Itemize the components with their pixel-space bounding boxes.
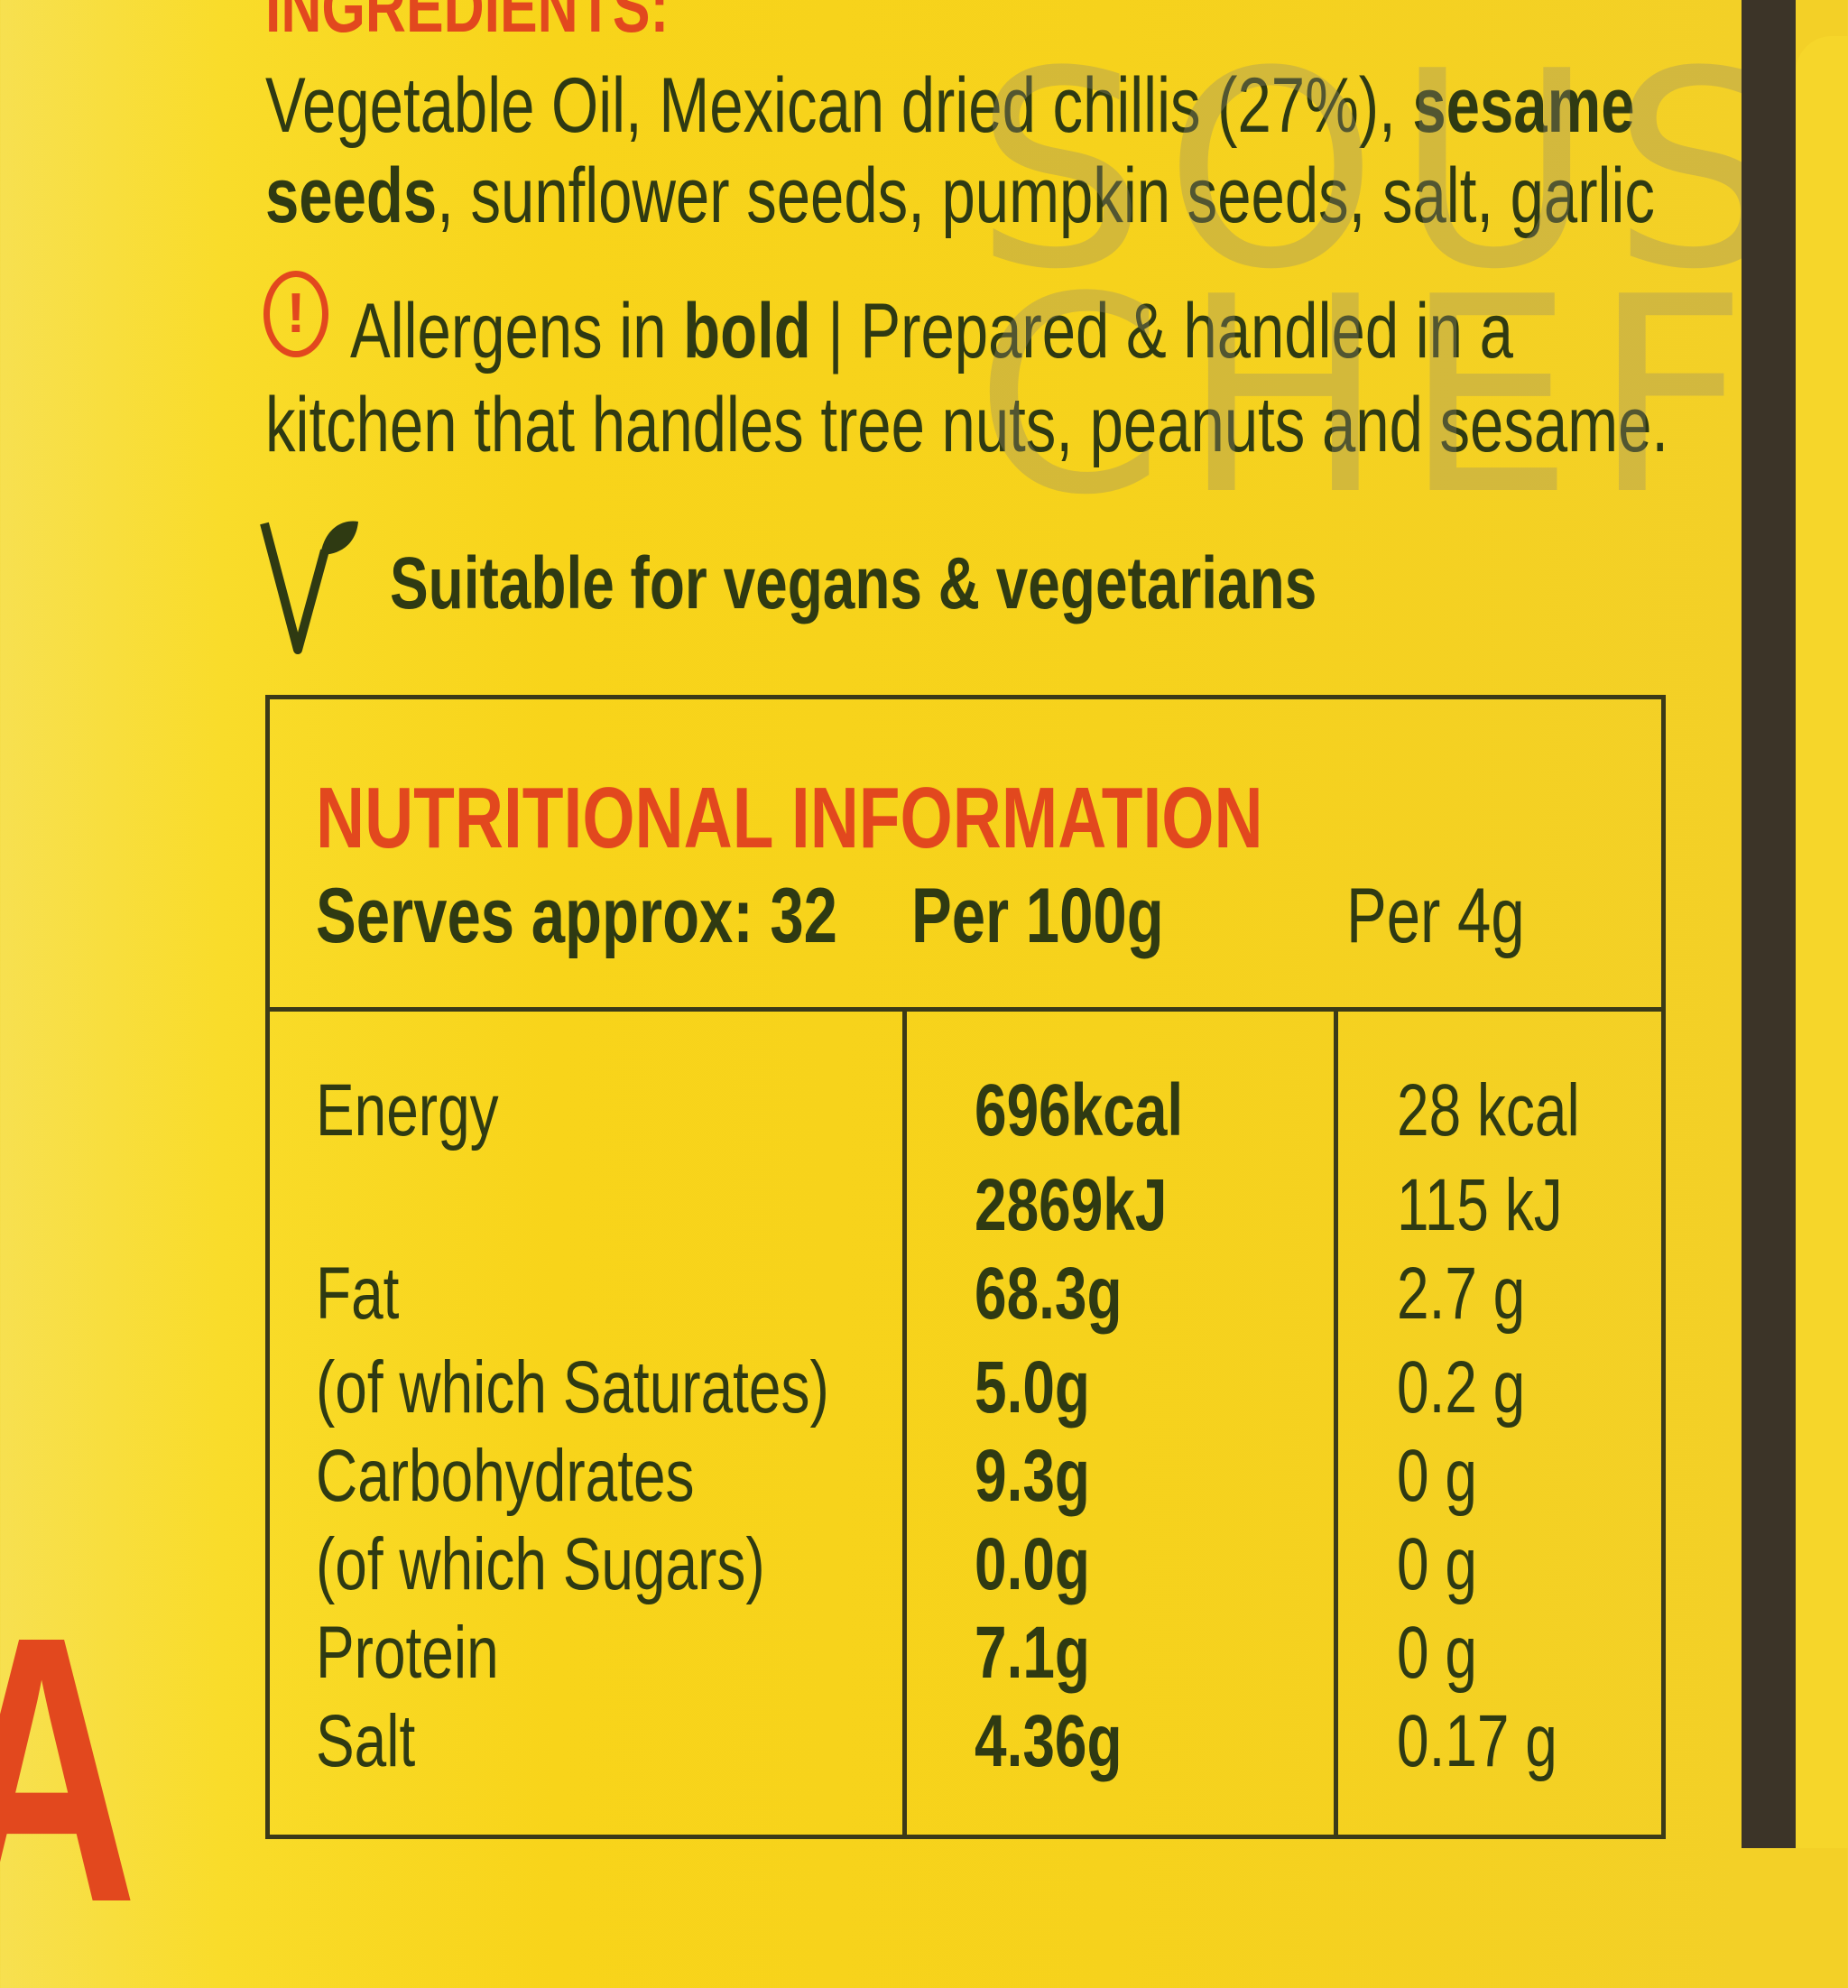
exclamation-circle-icon: ! — [263, 271, 328, 357]
nutrient-label: Fat — [316, 1253, 400, 1335]
per100g-value: 2869kJ — [975, 1164, 1168, 1246]
column-header-per4g: Per 4g — [1346, 873, 1525, 959]
column-divider-1 — [902, 1011, 907, 1839]
allergens-line-2: kitchen that handles tree nuts, peanuts … — [265, 382, 1669, 468]
per4g-value: 115 kJ — [1397, 1164, 1563, 1246]
ingredients-line-2: seeds, sunflower seeds, pumpkin seeds, s… — [265, 152, 1655, 241]
allergens-line-1: Allergens in bold | Prepared & handled i… — [350, 287, 1513, 376]
allergens-bold: bold — [683, 288, 811, 374]
nutrient-label: Carbohydrates — [316, 1435, 695, 1517]
per100g-value: 696kcal — [975, 1069, 1184, 1151]
nutrient-label: Salt — [316, 1700, 416, 1782]
header-divider — [265, 1007, 1666, 1012]
per4g-value: 0 g — [1397, 1612, 1477, 1694]
nutrition-title: NUTRITIONAL INFORMATION — [316, 770, 1263, 866]
ingredients-text: Vegetable Oil, Mexican dried chillis (27… — [265, 62, 1413, 149]
per4g-value: 2.7 g — [1397, 1253, 1526, 1335]
ingredients-heading: INGREDIENTS: — [265, 0, 670, 47]
nutrient-label: (of which Sugars) — [316, 1523, 765, 1605]
per100g-value: 7.1g — [975, 1612, 1090, 1694]
adjacent-label-panel — [1796, 36, 1848, 1848]
per100g-value: 9.3g — [975, 1435, 1090, 1517]
vegan-leaf-icon — [260, 521, 358, 654]
nutrient-label: Protein — [316, 1612, 499, 1694]
per4g-value: 0 g — [1397, 1523, 1477, 1605]
per4g-value: 0 g — [1397, 1435, 1477, 1517]
allergen-sesame: sesame — [1412, 62, 1635, 149]
column-divider-2 — [1334, 1011, 1338, 1839]
left-red-letter: A — [0, 1552, 137, 1988]
per100g-value: 4.36g — [975, 1700, 1123, 1782]
per4g-value: 0.2 g — [1397, 1346, 1526, 1429]
per100g-value: 5.0g — [975, 1346, 1090, 1429]
per100g-value: 68.3g — [975, 1253, 1123, 1335]
per4g-value: 28 kcal — [1397, 1069, 1580, 1151]
allergens-text: Allergens in — [350, 288, 684, 374]
watermark-sous: SOUS — [975, 14, 1802, 328]
per4g-value: 0.17 g — [1397, 1700, 1557, 1782]
vegan-text: Suitable for vegans & vegetarians — [390, 542, 1317, 624]
column-header-per100g: Per 100g — [911, 873, 1164, 959]
nutrition-table — [265, 695, 1666, 1839]
per100g-value: 0.0g — [975, 1523, 1090, 1605]
allergens-text: | Prepared & handled in a — [810, 288, 1513, 374]
watermark-chef: CHEF — [975, 239, 1767, 554]
serves-label: Serves approx: 32 — [316, 873, 837, 959]
ingredients-line-1: Vegetable Oil, Mexican dried chillis (27… — [265, 61, 1635, 151]
nutrient-label: (of which Saturates) — [316, 1346, 829, 1429]
nutrient-label: Energy — [316, 1069, 499, 1151]
jar-edge — [1742, 0, 1796, 1848]
allergen-seeds: seeds — [265, 153, 438, 239]
ingredients-text: , sunflower seeds, pumpkin seeds, salt, … — [437, 153, 1655, 239]
